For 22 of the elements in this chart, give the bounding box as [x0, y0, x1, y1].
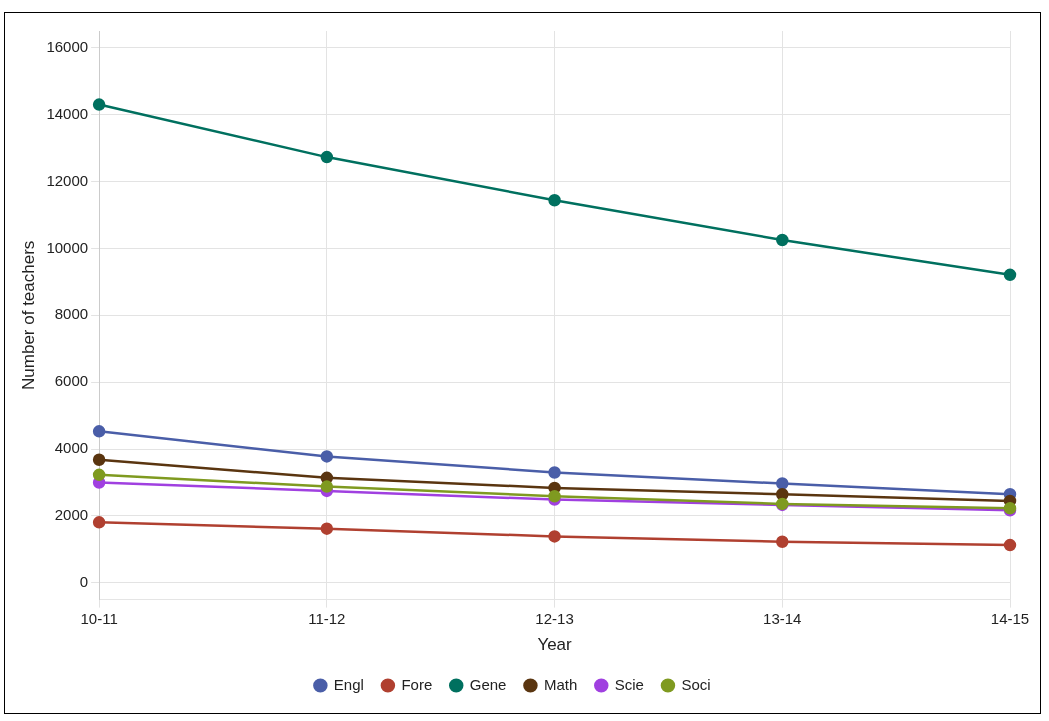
x-tick-label: 14-15	[990, 609, 1030, 627]
y-tick-label: 14000	[46, 104, 89, 122]
y-tick-label: 10000	[46, 238, 89, 256]
legend-label: Scie	[614, 675, 644, 693]
y-tick-label: 6000	[54, 372, 89, 390]
y-tick-label: 0	[79, 573, 89, 591]
y-tick-label: 12000	[46, 171, 89, 189]
y-tick-label: 8000	[54, 305, 89, 323]
x-tick-label: 10-11	[80, 609, 118, 627]
x-tick-label: 13-14	[763, 609, 802, 627]
legend-label: Fore	[401, 675, 433, 693]
legend-label: Engl	[333, 675, 364, 693]
x-tick-label: 11-12	[308, 609, 346, 627]
y-tick-label: 16000	[46, 37, 89, 55]
x-tick-label: 12-13	[535, 609, 574, 627]
y-axis-title: Number of teachers	[18, 240, 38, 390]
y-tick-label: 4000	[54, 439, 89, 457]
legend-label: Gene	[469, 675, 507, 693]
legend-label: Soci	[681, 675, 711, 693]
x-axis-title: Year	[537, 635, 573, 655]
y-tick-label: 2000	[54, 506, 89, 524]
legend-label: Math	[543, 675, 578, 693]
